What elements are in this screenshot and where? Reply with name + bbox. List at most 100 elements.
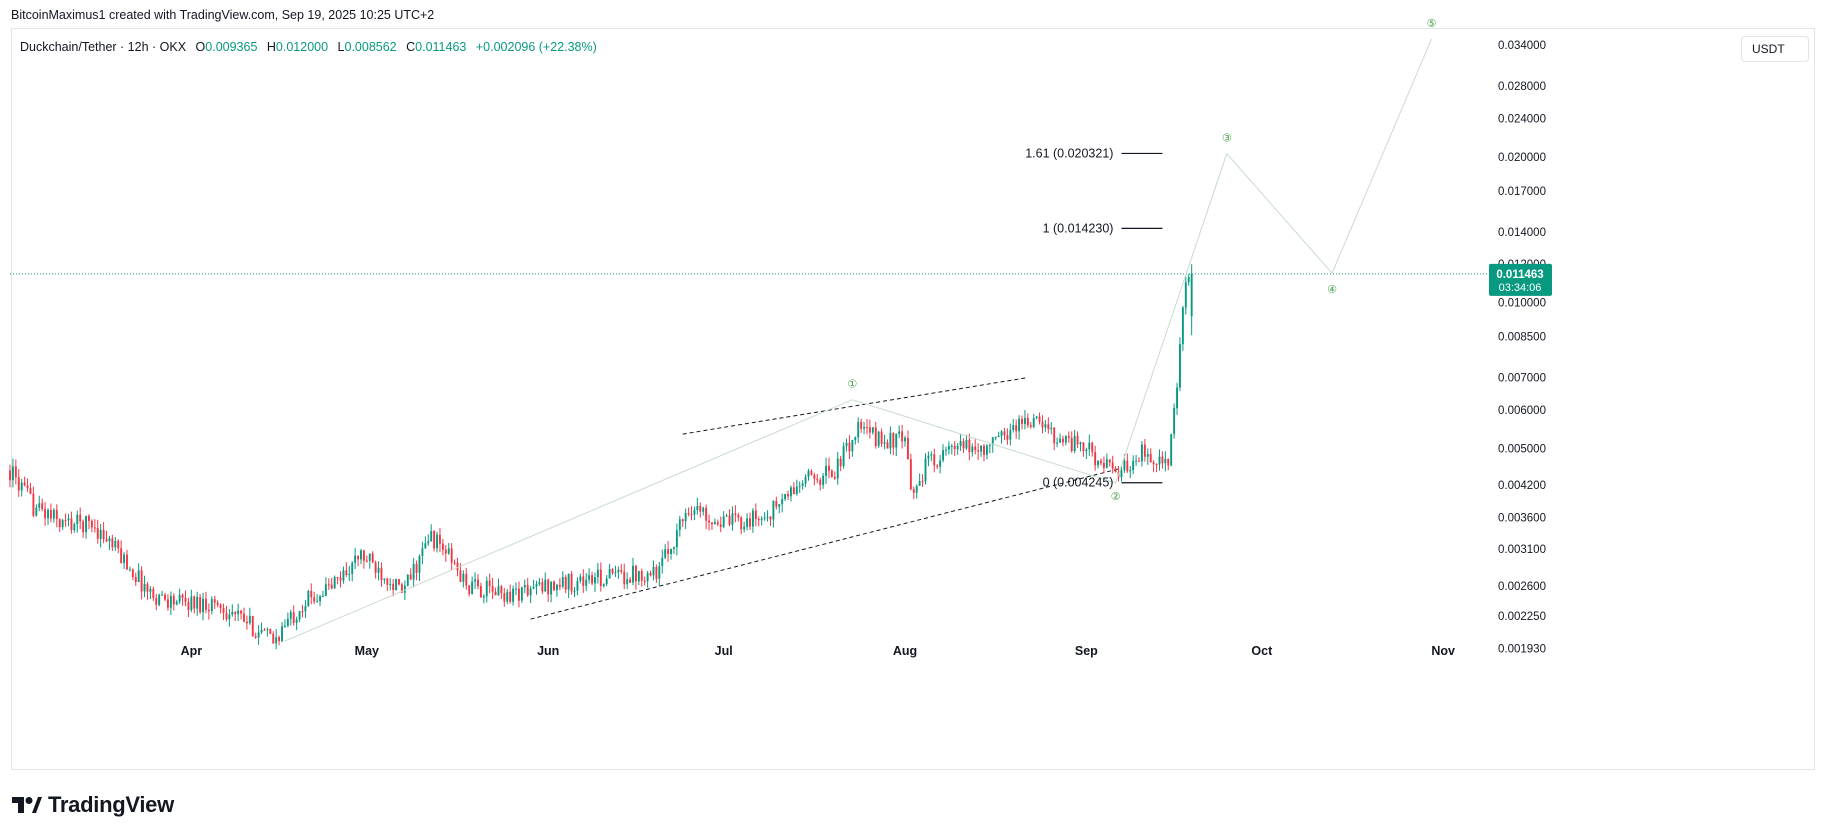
- candle-body: [32, 493, 35, 516]
- candle-body: [664, 549, 667, 558]
- candle-body: [1146, 454, 1149, 457]
- price-badge-countdown: 03:34:06: [1499, 282, 1542, 294]
- candle-body: [1073, 435, 1076, 452]
- candle-body: [909, 459, 912, 490]
- candle-body: [517, 588, 520, 601]
- candle-body: [187, 601, 190, 611]
- candle-body: [693, 510, 696, 515]
- candle-body: [333, 577, 336, 589]
- candle-body: [339, 577, 342, 581]
- candle-body: [371, 553, 374, 563]
- candle-body: [611, 568, 614, 574]
- candle-body: [898, 431, 901, 434]
- candle-body: [1167, 458, 1170, 466]
- footer-brand[interactable]: TradingView: [12, 792, 174, 818]
- candle-body: [1026, 417, 1029, 426]
- candle-body: [684, 513, 687, 522]
- candle-body: [146, 583, 149, 592]
- candle-body: [456, 562, 459, 571]
- candle-body: [667, 549, 670, 554]
- candle-body: [386, 578, 389, 585]
- tradingview-logo-icon: [12, 797, 42, 813]
- candle-body: [632, 565, 634, 583]
- candle-body: [512, 588, 515, 602]
- time-tick-label: Apr: [181, 644, 203, 658]
- candle-body: [324, 584, 327, 596]
- candle-body: [488, 580, 491, 587]
- candle-body: [1023, 417, 1026, 424]
- candle-body: [175, 601, 178, 605]
- candle-body: [737, 514, 740, 518]
- candle-body: [880, 431, 883, 444]
- candle-body: [1012, 425, 1015, 431]
- candle-body: [190, 596, 193, 611]
- candle-body: [450, 548, 453, 563]
- candle-body: [652, 566, 655, 576]
- trendline-upper: [682, 377, 1028, 435]
- open-label: O: [195, 40, 206, 54]
- candle-body: [947, 445, 950, 450]
- candle-body: [617, 569, 620, 573]
- candle-body: [1059, 438, 1061, 443]
- candle-body: [798, 485, 801, 487]
- candle-body: [275, 637, 278, 644]
- low-label: L: [337, 40, 345, 54]
- candle-body: [640, 571, 643, 581]
- candle-body: [1085, 449, 1088, 451]
- candle-body: [210, 599, 213, 612]
- candle-body: [76, 514, 79, 525]
- candle-body: [725, 515, 728, 517]
- candle-body: [47, 510, 49, 519]
- candle-body: [906, 437, 909, 460]
- candle-body: [1006, 435, 1009, 440]
- candle-body: [439, 534, 441, 544]
- candle-body: [801, 483, 804, 486]
- candle-body: [573, 590, 576, 592]
- candle-body: [553, 581, 555, 591]
- candle-body: [637, 571, 640, 582]
- candle-body: [482, 596, 485, 598]
- candle-body: [295, 619, 298, 623]
- candle-body: [152, 588, 155, 598]
- candle-body: [620, 569, 623, 572]
- candle-body: [749, 518, 751, 527]
- candle-body: [1179, 344, 1181, 388]
- candle-body: [1129, 470, 1132, 472]
- close-label: C: [406, 40, 416, 54]
- candle-body: [877, 431, 880, 447]
- candle-body: [1032, 417, 1035, 427]
- candle-body: [520, 587, 523, 601]
- candle-body: [398, 579, 400, 585]
- candle-body: [281, 626, 283, 642]
- candle-body: [26, 485, 29, 489]
- candle-body: [485, 580, 488, 597]
- candle-body: [792, 487, 795, 494]
- candle-body: [1079, 442, 1082, 445]
- candle-body: [348, 573, 351, 575]
- candle-body: [193, 596, 196, 609]
- candle-body: [20, 482, 23, 491]
- candle-body: [400, 584, 403, 593]
- candle-body: [447, 548, 450, 554]
- candle-body: [991, 437, 994, 446]
- price-badge-value: 0.011463: [1496, 269, 1543, 281]
- chart-pane[interactable]: [11, 28, 1815, 770]
- candle-body: [213, 599, 216, 603]
- candle-body: [828, 465, 830, 471]
- candle-body: [588, 575, 591, 580]
- candle-body: [38, 503, 41, 508]
- candle-body: [953, 445, 956, 450]
- candle-body: [88, 515, 90, 521]
- candle-body: [310, 590, 313, 598]
- candle-body: [556, 584, 558, 591]
- candle-body: [1173, 408, 1176, 435]
- candle-body: [1064, 436, 1067, 443]
- candle-body: [479, 586, 482, 598]
- candle-body: [950, 445, 953, 447]
- candle-body: [260, 629, 263, 633]
- candle-body: [734, 513, 737, 515]
- currency-button[interactable]: USDT: [1741, 36, 1809, 62]
- candle-body: [49, 510, 52, 519]
- candle-body: [874, 427, 877, 447]
